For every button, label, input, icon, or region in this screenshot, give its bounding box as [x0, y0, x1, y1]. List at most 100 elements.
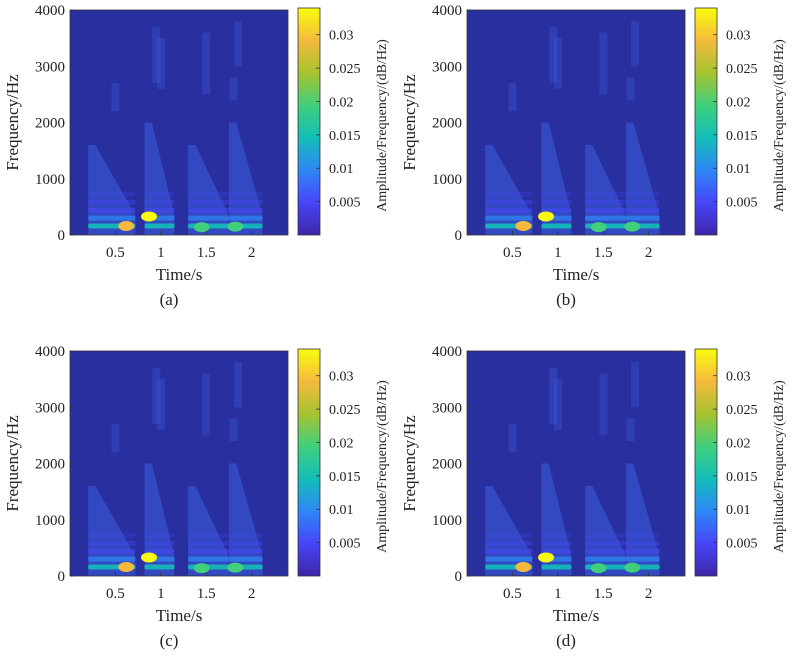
colorbar-tick-label: 0.015	[329, 129, 361, 144]
harmonic-band	[88, 191, 136, 198]
voiced-segment	[485, 145, 533, 235]
colorbar-label: Amplitude/Frequency/(dB/Hz)	[375, 39, 390, 212]
noise-texture	[599, 373, 608, 436]
harmonic-band	[625, 191, 660, 198]
x-axis-label: Time/s	[156, 265, 203, 284]
harmonic-band	[485, 540, 533, 546]
harmonic-band	[144, 199, 175, 205]
harmonic-band	[585, 191, 626, 198]
colorbar	[694, 348, 718, 577]
formant-spread	[144, 122, 175, 235]
formant-spread	[541, 463, 572, 576]
energy-peak	[118, 562, 135, 572]
colorbar-tick-label: 0.02	[329, 436, 354, 451]
harmonic-band	[228, 215, 263, 221]
y-tick-label: 4000	[432, 3, 462, 19]
formant-spread	[625, 122, 660, 235]
panel-c: 0 1000 2000 3000 4000 0.5 1 1.5 2 Time/s Frequency…	[3, 344, 390, 650]
harmonic-band	[144, 564, 175, 570]
y-tick-label: 3000	[35, 400, 65, 416]
colorbar-tick-label: 0.025	[726, 403, 758, 418]
noise-texture	[156, 38, 165, 89]
noise-texture	[626, 77, 635, 100]
harmonic-band	[541, 207, 572, 213]
spectrogram-image	[485, 21, 660, 235]
harmonic-band	[585, 548, 626, 554]
x-axis-label: Time/s	[553, 265, 600, 284]
colorbar	[297, 348, 321, 577]
y-axis-label: Frequency/Hz	[3, 415, 22, 512]
noise-texture	[553, 38, 562, 89]
harmonic-band	[585, 540, 626, 546]
energy-peak	[141, 552, 158, 563]
colorbar-label: Amplitude/Frequency/(dB/Hz)	[772, 39, 787, 212]
harmonic-band	[585, 556, 626, 562]
spectrogram-image	[485, 362, 660, 576]
harmonic-band	[188, 556, 229, 562]
formant-spread	[228, 463, 263, 576]
noise-texture	[549, 367, 558, 425]
noise-texture	[631, 21, 640, 67]
voiced-segment	[585, 145, 626, 235]
formant-spread	[625, 463, 660, 576]
harmonic-band	[228, 556, 263, 562]
y-tick-label: 0	[455, 569, 463, 585]
harmonic-band	[585, 532, 626, 539]
panel-label: (c)	[160, 631, 179, 650]
noise-texture	[229, 418, 238, 441]
y-tick-label: 3000	[35, 59, 65, 75]
noise-texture	[508, 424, 517, 453]
colorbar-tick-label: 0.015	[329, 470, 361, 485]
energy-peak	[515, 562, 532, 572]
colorbar-tick-label: 0.03	[329, 370, 354, 385]
harmonic-band	[88, 548, 136, 554]
colorbar-tick-label: 0.01	[329, 162, 354, 177]
x-tick-label: 2	[248, 245, 256, 261]
x-tick-label: 0.5	[106, 245, 125, 261]
noise-texture	[111, 424, 120, 453]
energy-peak	[538, 552, 555, 563]
energy-peak	[515, 221, 532, 231]
panel-label: (b)	[556, 290, 576, 309]
panel-d: 0 1000 2000 3000 4000 0.5 1 1.5 2 Time/s Frequency…	[400, 344, 787, 650]
voiced-segment	[585, 486, 626, 576]
colorbar-tick-label: 0.005	[726, 537, 758, 552]
colorbar-tick-label: 0.025	[329, 403, 361, 418]
harmonic-band	[188, 191, 229, 198]
voiced-segment	[624, 122, 660, 235]
spectrogram-image	[88, 362, 263, 576]
y-axis-label: Frequency/Hz	[400, 415, 419, 512]
x-axis-label: Time/s	[553, 606, 600, 625]
energy-peak	[624, 562, 641, 573]
y-tick-label: 1000	[432, 513, 462, 529]
panel-label: (d)	[556, 631, 576, 650]
harmonic-band	[188, 532, 229, 539]
harmonic-band	[228, 548, 263, 554]
noise-texture	[229, 77, 238, 100]
colorbar-tick-label: 0.02	[726, 436, 751, 451]
harmonic-band	[585, 199, 626, 205]
x-tick-label: 1.5	[197, 245, 216, 261]
noise-texture	[631, 362, 640, 408]
x-tick-label: 0.5	[106, 586, 125, 602]
spectrogram-content	[88, 21, 263, 235]
y-tick-label: 4000	[432, 344, 462, 360]
harmonic-band	[144, 540, 175, 546]
panel-b: 0 1000 2000 3000 4000 0.5 1 1.5 2 Time/s Frequency…	[400, 3, 787, 309]
voiced-segment	[88, 486, 136, 576]
voiced-segment	[141, 463, 175, 576]
y-tick-label: 2000	[35, 116, 65, 132]
harmonic-band	[228, 199, 263, 205]
harmonic-band	[88, 215, 136, 221]
y-tick-label: 2000	[432, 457, 462, 473]
y-tick-label: 1000	[432, 172, 462, 188]
harmonic-band	[585, 215, 626, 221]
y-tick-label: 3000	[432, 59, 462, 75]
voiced-segment	[227, 463, 263, 576]
harmonic-band	[188, 215, 229, 221]
harmonic-band	[188, 207, 229, 213]
noise-texture	[599, 32, 608, 95]
noise-texture	[202, 373, 211, 436]
noise-texture	[508, 83, 517, 112]
